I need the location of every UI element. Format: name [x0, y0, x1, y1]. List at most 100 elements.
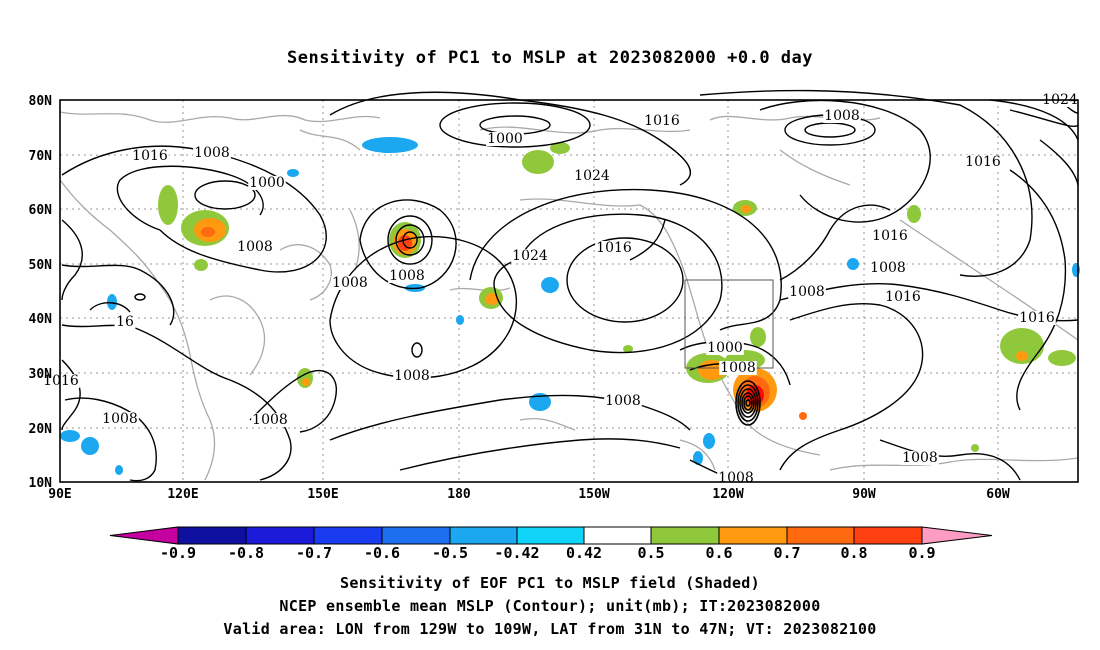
- colorbar-segment: [921, 526, 993, 545]
- colorbar-tick-label: -0.8: [228, 544, 264, 562]
- colorbar: -0.9 -0.8 -0.7 -0.6 -0.5 -0.42 0.42 0.5 0.6 0.7 0.…: [109, 526, 993, 562]
- contour-label-bg: [706, 341, 744, 355]
- lat-label: 40N: [29, 312, 53, 327]
- contour-label-bg: [251, 413, 289, 427]
- colorbar-tick-label: 0.5: [637, 544, 664, 562]
- lon-label: 120E: [167, 487, 198, 502]
- contour-label: 1000: [249, 175, 285, 191]
- contour-label: 16: [116, 314, 134, 330]
- colorbar-tick-label: 0.7: [773, 544, 800, 562]
- colorbar-segment: [650, 526, 720, 545]
- contour-label-bg: [719, 361, 757, 375]
- contour-label: 1016: [43, 373, 79, 389]
- contour-label-bg: [486, 132, 524, 146]
- colorbar-segment: [381, 526, 451, 545]
- lon-label: 90E: [48, 487, 71, 502]
- lat-label: 20N: [29, 422, 53, 437]
- contour-label-bg: [388, 269, 426, 283]
- lat-label: 30N: [29, 367, 53, 382]
- contour-label: 1016: [885, 289, 921, 305]
- lat-label: 70N: [29, 149, 53, 164]
- colorbar-segment: [718, 526, 788, 545]
- colorbar-tick-label: -0.6: [364, 544, 400, 562]
- lon-label: 120W: [712, 487, 743, 502]
- contour-label: 1008: [394, 368, 430, 384]
- colorbar-tick-label: -0.5: [432, 544, 468, 562]
- colorbar-tick-label: 0.42: [566, 544, 602, 562]
- caption-contour: NCEP ensemble mean MSLP (Contour); unit(…: [279, 597, 821, 615]
- contour-label: 1008: [252, 412, 288, 428]
- contour-label: 1000: [707, 340, 743, 356]
- lon-label: 150W: [578, 487, 609, 502]
- contour-label: 1008: [789, 284, 825, 300]
- contour-label-bg: [901, 451, 939, 465]
- sensitivity-shading: [60, 137, 1080, 475]
- lat-label: 60N: [29, 203, 53, 218]
- colorbar-tick-label: -0.9: [160, 544, 196, 562]
- contour-label-bg: [595, 241, 633, 255]
- contour-label: 1008: [237, 239, 273, 255]
- contour-label-bg: [573, 169, 611, 183]
- contour-label: 1016: [644, 113, 680, 129]
- colorbar-segment: [109, 526, 179, 545]
- lat-label: 50N: [29, 258, 53, 273]
- contour-label-bg: [1018, 311, 1056, 325]
- contour-label-bg: [101, 412, 139, 426]
- contour-label-bg: [236, 240, 274, 254]
- contour-label: 1008: [332, 275, 368, 291]
- lon-label: 90W: [852, 487, 876, 502]
- contour-label: 1008: [824, 108, 860, 124]
- contour-label: 1016: [132, 148, 168, 164]
- caption-shaded: Sensitivity of EOF PC1 to MSLP field (Sh…: [340, 574, 760, 592]
- contour-label-bg: [788, 285, 826, 299]
- map-title: Sensitivity of PC1 to MSLP at 2023082000…: [286, 48, 813, 68]
- contour-label: 1008: [389, 268, 425, 284]
- contour-label: 1008: [870, 260, 906, 276]
- contour-label-bg: [248, 176, 286, 190]
- contour-label-bg: [823, 109, 861, 123]
- contour-label-bg: [331, 276, 369, 290]
- colorbar-segment: [177, 526, 247, 545]
- contour-label-bg: [884, 290, 922, 304]
- colorbar-segment: [853, 526, 923, 545]
- contour-label-bg: [871, 229, 909, 243]
- contour-label-bg: [869, 261, 907, 275]
- colorbar-segment: [313, 526, 383, 545]
- colorbar-tick-label: 0.8: [840, 544, 867, 562]
- contour-label: 1008: [102, 411, 138, 427]
- contour-label-bg: [964, 155, 1002, 169]
- contour-label: 1016: [1019, 310, 1055, 326]
- contour-label-bg: [393, 369, 431, 383]
- contour-label: 1008: [718, 470, 754, 486]
- contour-label: 1008: [902, 450, 938, 466]
- contour-label-bg: [643, 114, 681, 128]
- colorbar-segment: [786, 526, 855, 545]
- lat-label: 80N: [29, 94, 53, 109]
- contour-label: 1024: [574, 168, 610, 184]
- contour-label: 1000: [487, 131, 523, 147]
- colorbar-tick-label: 0.9: [908, 544, 935, 562]
- contour-labels: 1016 1008 1000 1008 1000 1008 1008 1016 16 1008 10…: [42, 92, 1079, 486]
- lon-label: 150E: [307, 487, 338, 502]
- map-frame: [59, 99, 1079, 483]
- contour-label: 1008: [720, 360, 756, 376]
- lon-label: 60W: [986, 487, 1010, 502]
- axis-labels: 90E 120E 150E 180 150W 120W 90W 60W 80N 70N 60N 50N…: [29, 94, 1010, 502]
- colorbar-segment: [449, 526, 518, 545]
- coastlines: [59, 111, 1079, 481]
- lon-label: 180: [447, 487, 471, 502]
- contour-label: 1008: [194, 145, 230, 161]
- colorbar-segment: [516, 526, 585, 545]
- contour-label-bg: [131, 149, 169, 163]
- colorbar-tick-label: -0.7: [296, 544, 332, 562]
- contour-label-bg: [42, 374, 80, 388]
- contour-label-bg: [604, 394, 642, 408]
- contour-label: 1016: [872, 228, 908, 244]
- colorbar-tick-label: -0.42: [494, 544, 539, 562]
- contour-label: 1024: [512, 248, 548, 264]
- colorbar-segment: [245, 526, 315, 545]
- contour-label-bg: [193, 146, 231, 160]
- contour-label-bg: [114, 315, 136, 329]
- lat-label: 10N: [29, 476, 53, 491]
